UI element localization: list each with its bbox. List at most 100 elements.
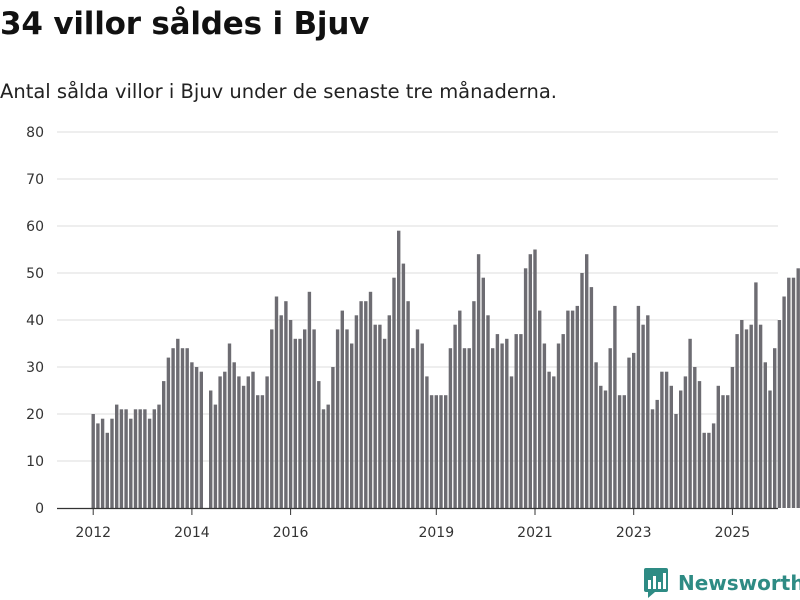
bar bbox=[335, 329, 340, 508]
bar bbox=[566, 310, 570, 508]
bar bbox=[307, 291, 312, 508]
bar bbox=[528, 254, 532, 508]
bar bbox=[617, 395, 622, 508]
bar bbox=[143, 409, 147, 508]
bar bbox=[190, 362, 194, 508]
bar bbox=[556, 343, 561, 508]
bar bbox=[227, 343, 232, 508]
bar bbox=[758, 324, 763, 508]
bar bbox=[382, 338, 387, 508]
bar bbox=[373, 324, 377, 508]
bar bbox=[664, 371, 669, 508]
bar bbox=[523, 268, 528, 508]
bar bbox=[354, 315, 359, 508]
y-tick-label-80: 80 bbox=[26, 125, 44, 141]
bar bbox=[599, 385, 603, 508]
newsworthy-bars-icon bbox=[644, 568, 668, 598]
bar bbox=[157, 404, 161, 508]
bar bbox=[533, 249, 537, 508]
bar bbox=[350, 343, 354, 508]
bar bbox=[317, 381, 321, 508]
bar bbox=[232, 362, 236, 508]
bar bbox=[538, 310, 542, 508]
bar bbox=[768, 390, 772, 508]
bar bbox=[100, 418, 105, 508]
bar bbox=[138, 409, 142, 508]
bar bbox=[448, 348, 453, 508]
bar bbox=[237, 376, 241, 508]
bar bbox=[495, 334, 500, 508]
bar bbox=[777, 320, 782, 508]
y-tick-label-20: 20 bbox=[26, 407, 44, 423]
bar bbox=[458, 310, 462, 508]
bar bbox=[288, 320, 293, 508]
bar bbox=[119, 409, 124, 508]
bar bbox=[110, 418, 114, 508]
bar bbox=[509, 376, 514, 508]
bar bbox=[613, 305, 617, 508]
x-tick-label-2023: 2023 bbox=[616, 525, 652, 541]
bar bbox=[500, 343, 504, 508]
bar bbox=[326, 404, 330, 508]
y-tick-label-30: 30 bbox=[26, 360, 44, 376]
bar bbox=[476, 254, 481, 508]
bar bbox=[298, 338, 302, 508]
bar bbox=[641, 324, 645, 508]
x-tick-label-2014: 2014 bbox=[174, 525, 210, 541]
bar bbox=[96, 423, 100, 508]
bar bbox=[429, 395, 434, 508]
bar bbox=[608, 348, 612, 508]
bar bbox=[754, 282, 758, 508]
bar bbox=[274, 296, 279, 508]
y-tick-label-60: 60 bbox=[26, 219, 44, 235]
y-tick-label-70: 70 bbox=[26, 172, 44, 188]
bar bbox=[721, 395, 725, 508]
brand-name: Newsworthy bbox=[678, 571, 800, 595]
bar bbox=[368, 291, 373, 508]
bar bbox=[683, 376, 688, 508]
bar bbox=[505, 338, 509, 508]
chart-title: 34 villor såldes i Bjuv bbox=[0, 6, 370, 42]
bar bbox=[491, 348, 495, 508]
bar bbox=[251, 371, 255, 508]
bar bbox=[453, 324, 457, 508]
bar bbox=[726, 395, 730, 508]
bar bbox=[147, 418, 152, 508]
bar bbox=[209, 390, 213, 508]
bar bbox=[688, 338, 692, 508]
y-tick-label-10: 10 bbox=[26, 454, 44, 470]
bar bbox=[763, 362, 767, 508]
bar bbox=[218, 376, 222, 508]
bar bbox=[636, 305, 641, 508]
x-tick-label-2019: 2019 bbox=[418, 525, 454, 541]
bar bbox=[420, 343, 424, 508]
bar bbox=[284, 301, 288, 508]
bar bbox=[542, 343, 547, 508]
bar bbox=[730, 367, 735, 508]
bar bbox=[378, 324, 382, 508]
x-tick-label-2016: 2016 bbox=[273, 525, 309, 541]
bar bbox=[716, 385, 720, 508]
bar bbox=[265, 376, 269, 508]
bar bbox=[434, 395, 438, 508]
bar bbox=[133, 409, 138, 508]
y-tick-label-50: 50 bbox=[26, 266, 44, 282]
bar bbox=[552, 376, 556, 508]
bar bbox=[171, 348, 175, 508]
bar bbox=[735, 334, 739, 508]
bar bbox=[340, 310, 344, 508]
bar bbox=[411, 348, 415, 508]
bar bbox=[791, 277, 796, 508]
bar bbox=[387, 315, 391, 508]
bar bbox=[472, 301, 476, 508]
bar bbox=[260, 395, 265, 508]
bar bbox=[679, 390, 683, 508]
bar bbox=[180, 348, 185, 508]
bar bbox=[293, 338, 297, 508]
bar bbox=[345, 329, 349, 508]
bar bbox=[270, 329, 274, 508]
bar bbox=[646, 315, 650, 508]
newsworthy-logo: Newsworthy bbox=[644, 568, 800, 598]
x-tick-label-2021: 2021 bbox=[517, 525, 553, 541]
bar bbox=[279, 315, 283, 508]
